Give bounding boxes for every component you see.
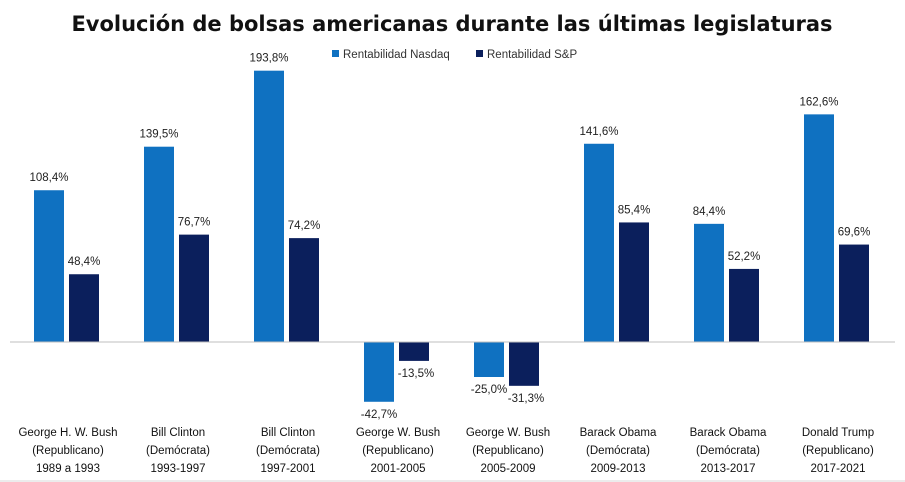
category-label-1-line-1: (Demócrata): [146, 445, 210, 457]
value-label-nasdaq-6: 84,4%: [693, 206, 726, 218]
category-label-7-line-1: (Republicano): [802, 445, 874, 457]
bar-nasdaq-3: [364, 342, 394, 402]
chart-title: Evolución de bolsas americanas durante l…: [71, 12, 832, 36]
category-label-6-line-2: 2013-2017: [701, 463, 756, 475]
category-label-4-line-1: (Republicano): [472, 445, 544, 457]
bar-nasdaq-7: [804, 114, 834, 342]
value-label-nasdaq-1: 139,5%: [139, 129, 178, 141]
category-label-7-line-2: 2017-2021: [811, 463, 866, 475]
category-label-0-line-1: (Republicano): [32, 445, 104, 457]
legend-swatch-sp: [476, 50, 483, 57]
category-label-3-line-1: (Republicano): [362, 445, 434, 457]
value-label-nasdaq-7: 162,6%: [799, 96, 838, 108]
category-label-1-line-2: 1993-1997: [151, 463, 206, 475]
bar-nasdaq-6: [694, 223, 724, 342]
value-label-nasdaq-0: 108,4%: [29, 172, 68, 184]
category-label-6-line-0: Barack Obama: [690, 427, 767, 439]
legend-label-nasdaq: Rentabilidad Nasdaq: [343, 49, 450, 61]
category-label-4-line-2: 2005-2009: [481, 463, 536, 475]
category-label-7-line-0: Donald Trump: [802, 427, 874, 439]
value-label-sp-0: 48,4%: [68, 256, 101, 268]
bar-sp-7: [839, 244, 869, 342]
legend: Rentabilidad Nasdaq Rentabilidad S&P: [332, 49, 577, 61]
category-label-5-line-1: (Demócrata): [586, 445, 650, 457]
category-label-2-line-0: Bill Clinton: [261, 427, 315, 439]
bar-nasdaq-0: [34, 190, 64, 342]
value-label-sp-7: 69,6%: [838, 227, 871, 239]
category-label-5-line-2: 2009-2013: [591, 463, 646, 475]
bar-nasdaq-4: [474, 342, 504, 377]
bar-sp-0: [69, 274, 99, 342]
bar-nasdaq-5: [584, 143, 614, 342]
bar-sp-5: [619, 222, 649, 342]
plot-area: 108,4% 48,4% George H. W. Bush (Republicano…: [18, 53, 874, 475]
bar-sp-1: [179, 234, 209, 342]
bar-sp-3: [399, 342, 429, 361]
value-label-sp-2: 74,2%: [288, 220, 321, 232]
value-label-nasdaq-4: -25,0%: [471, 384, 507, 396]
value-label-nasdaq-2: 193,8%: [249, 53, 288, 65]
category-label-3-line-0: George W. Bush: [356, 427, 440, 439]
category-label-0-line-2: 1989 a 1993: [36, 463, 100, 475]
category-label-2-line-1: (Demócrata): [256, 445, 320, 457]
value-label-sp-4: -31,3%: [508, 393, 544, 405]
legend-swatch-nasdaq: [332, 50, 339, 57]
bar-sp-4: [509, 342, 539, 386]
category-label-2-line-2: 1997-2001: [261, 463, 316, 475]
value-label-nasdaq-3: -42,7%: [361, 409, 397, 421]
category-label-6-line-1: (Demócrata): [696, 445, 760, 457]
legend-label-sp: Rentabilidad S&P: [487, 49, 577, 61]
category-label-3-line-2: 2001-2005: [371, 463, 426, 475]
category-label-0-line-0: George H. W. Bush: [18, 427, 117, 439]
bar-sp-2: [289, 238, 319, 342]
value-label-sp-3: -13,5%: [398, 368, 434, 380]
category-label-5-line-0: Barack Obama: [580, 427, 657, 439]
category-label-1-line-0: Bill Clinton: [151, 427, 205, 439]
value-label-nasdaq-5: 141,6%: [579, 126, 618, 138]
bar-nasdaq-1: [144, 146, 174, 342]
value-label-sp-5: 85,4%: [618, 204, 651, 216]
bar-nasdaq-2: [254, 70, 284, 343]
category-label-4-line-0: George W. Bush: [466, 427, 550, 439]
value-label-sp-1: 76,7%: [178, 217, 211, 229]
value-label-sp-6: 52,2%: [728, 251, 761, 263]
bar-sp-6: [729, 268, 759, 342]
